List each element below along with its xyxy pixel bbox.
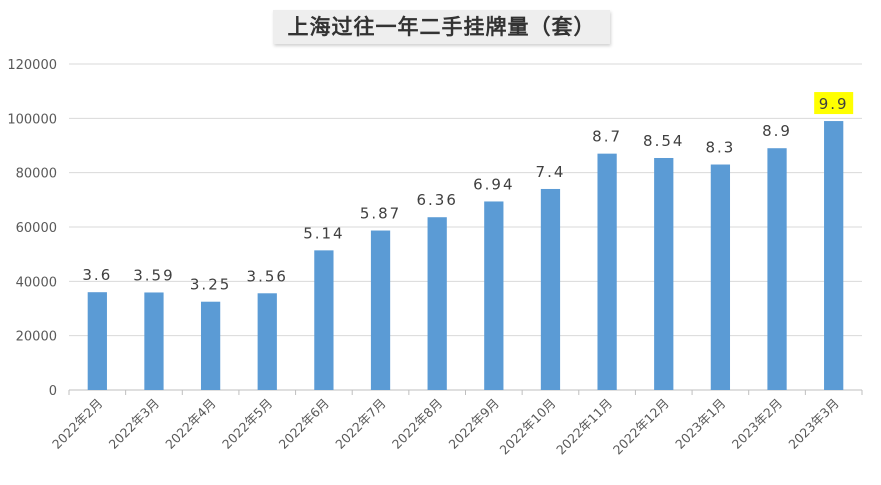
x-tick-label: 2022年9月 [446,396,502,452]
y-tick-label: 120000 [7,58,57,73]
x-tick-label: 2022年7月 [332,396,388,452]
x-tick-label: 2022年4月 [162,396,218,452]
bar [484,201,504,390]
data-label: 5.14 [303,224,344,242]
chart-title: 上海过往一年二手挂牌量（套） [287,14,596,39]
bar [597,153,617,390]
data-label: 8.9 [762,122,792,140]
x-tick-label: 2023年2月 [729,396,785,452]
x-tick-label: 2022年5月 [219,396,275,452]
data-label: 9.9 [819,95,849,113]
bar [144,292,164,390]
y-tick-label: 20000 [16,330,57,345]
bar [540,188,561,390]
chart-title-box [273,10,610,44]
bar [87,292,107,390]
x-tick-label: 2022年2月 [49,396,105,452]
bar [257,293,277,390]
x-tick-label: 2022年11月 [553,396,615,458]
y-tick-label: 40000 [16,275,57,290]
data-label: 7.4 [536,163,566,181]
x-tick-label: 2022年3月 [106,396,162,452]
x-tick-label: 2023年3月 [785,396,841,452]
bar [427,217,447,390]
y-tick-label: 100000 [7,112,57,127]
y-tick-label: 60000 [16,221,57,236]
bar [370,230,391,390]
x-tick-label: 2022年12月 [610,396,672,458]
data-label: 3.6 [82,266,112,284]
data-label: 8.7 [592,128,622,146]
x-tick-label: 2022年6月 [276,396,332,452]
bar [200,301,221,390]
bar [824,121,844,391]
x-tick-label: 2022年8月 [389,396,445,452]
data-label: 3.25 [190,276,231,294]
data-label-highlight [814,92,854,115]
x-tick-label: 2022年10月 [497,396,559,458]
data-label: 6.36 [416,191,457,209]
y-tick-label: 80000 [16,167,57,182]
data-label: 3.59 [133,266,174,284]
data-label: 8.54 [643,132,684,150]
bar [314,250,334,390]
x-tick-label: 2023年1月 [672,396,728,452]
data-label: 3.56 [247,267,288,285]
data-label: 8.3 [705,139,735,157]
bar [654,157,674,390]
data-label: 6.94 [473,175,514,193]
bar [710,164,731,390]
bar [767,148,787,390]
data-label: 5.87 [360,205,401,223]
y-tick-label: 0 [49,384,57,399]
